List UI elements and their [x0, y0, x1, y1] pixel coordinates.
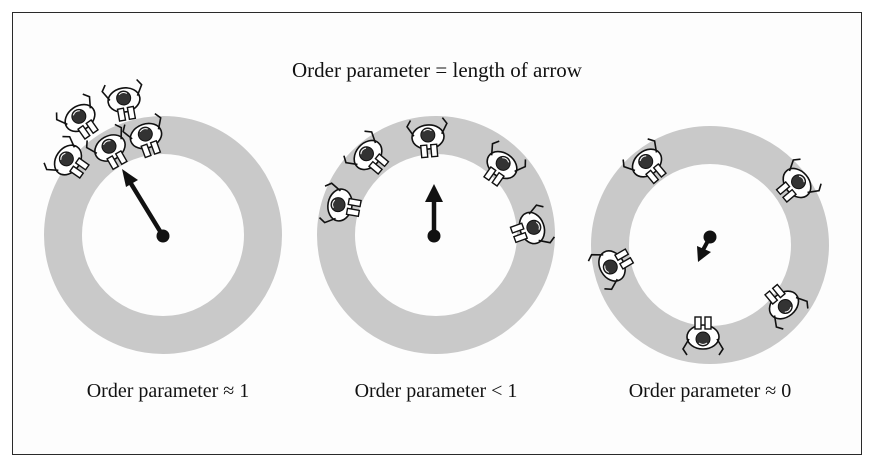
panel-3 [585, 126, 829, 364]
arrow-icon [697, 230, 717, 262]
caption-order-approx-1: Order parameter ≈ 1 [86, 380, 250, 402]
caption-order-less-1: Order parameter < 1 [354, 380, 518, 402]
walker-icon [100, 78, 148, 124]
ring-1 [44, 116, 282, 354]
arrow-icon [122, 169, 170, 243]
panel-1 [40, 78, 282, 354]
figure-title: Order parameter = length of arrow [292, 58, 582, 82]
arrow-icon [425, 184, 443, 243]
panel-2 [317, 116, 557, 354]
caption-order-approx-0: Order parameter ≈ 0 [628, 380, 792, 402]
